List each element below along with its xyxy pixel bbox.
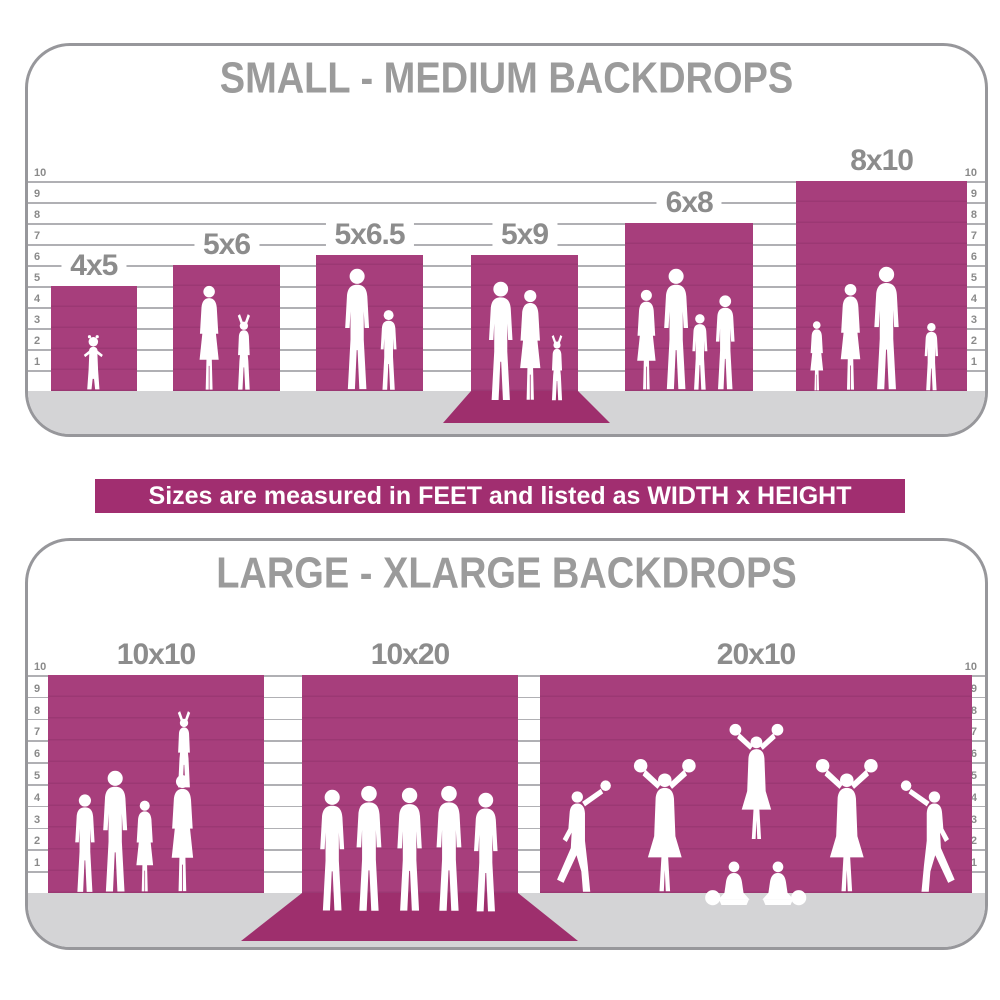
ruler-tick-right-1ft: 1 — [970, 356, 977, 368]
ruler-tick-left-2ft: 2 — [34, 335, 41, 347]
ruler-tick-right-4ft: 4 — [970, 293, 977, 305]
size-label-10x20: 10x20 — [361, 639, 459, 671]
silhouette-cheerleader-lunge — [553, 780, 614, 893]
silhouette-cheerleader-lunge — [898, 780, 959, 893]
ruler-tick-left-5ft: 5 — [34, 272, 41, 284]
ruler-tick-left-8ft: 8 — [34, 704, 41, 717]
ruler-tick-left-6ft: 6 — [34, 748, 41, 761]
chart-small-medium: 1 1 2 2 3 3 4 4 5 5 6 6 7 7 8 8 9 9 10 10 4x5 5x6 5x6.5 5x9 6x8 8… — [28, 46, 985, 434]
ruler-tick-right-6ft: 6 — [970, 251, 977, 263]
silhouette-boy — [919, 322, 944, 391]
size-label-6x8: 6x8 — [656, 187, 722, 219]
ruler-tick-left-5ft: 5 — [34, 770, 41, 782]
backdrop-bar-5x6.5 — [316, 254, 423, 391]
backdrop-bar-5x6 — [173, 265, 280, 391]
silhouette-man — [864, 265, 909, 391]
gridline-9ft — [28, 202, 985, 204]
size-label-8x10: 8x10 — [841, 145, 922, 177]
ruler-tick-left-10ft: 10 — [34, 167, 47, 179]
silhouette-cheerleader-arms-v — [813, 758, 881, 893]
size-label-10x10: 10x10 — [107, 639, 205, 671]
silhouette-man — [346, 784, 392, 913]
ruler-tick-left-1ft: 1 — [34, 356, 41, 368]
units-note-text: Sizes are measured in FEET and listed as… — [148, 481, 852, 510]
ruler-tick-left-3ft: 3 — [34, 813, 41, 826]
panel-small-medium: 1 1 2 2 3 3 4 4 5 5 6 6 7 7 8 8 9 9 10 10 4x5 5x6 5x6.5 5x9 6x8 8… — [25, 43, 988, 437]
silhouette-pom-pom — [790, 889, 807, 906]
silhouette-cheerleader-arms-v — [631, 758, 699, 893]
size-label-20x10: 20x10 — [707, 639, 805, 671]
silhouette-cheerleader-arms-v — [727, 723, 786, 841]
silhouette-woman — [161, 773, 204, 893]
silhouette-boy — [708, 294, 743, 391]
ruler-tick-right-3ft: 3 — [970, 813, 977, 826]
silhouette-toddler-girl — [82, 334, 105, 391]
ruler-tick-left-1ft: 1 — [34, 857, 41, 870]
ruler-tick-left-4ft: 4 — [34, 791, 41, 804]
ruler-tick-left-8ft: 8 — [34, 209, 41, 221]
ruler-tick-left-3ft: 3 — [34, 314, 41, 326]
silhouette-girl — [128, 799, 161, 893]
chart-large-xlarge: 1 1 2 2 3 3 4 4 5 5 6 6 7 7 8 8 9 9 10 10 10x10 10x20 20x10 — [28, 541, 985, 947]
ruler-tick-right-7ft: 7 — [970, 726, 977, 739]
ruler-tick-left-9ft: 9 — [34, 682, 41, 695]
size-label-4x5: 4x5 — [61, 250, 127, 282]
ruler-tick-right-8ft: 8 — [970, 704, 977, 717]
silhouette-pom-pom — [704, 889, 721, 906]
ruler-tick-right-10ft: 10 — [964, 661, 977, 673]
ruler-tick-right-5ft: 5 — [970, 272, 977, 284]
silhouette-boy — [374, 309, 403, 391]
ruler-tick-left-7ft: 7 — [34, 230, 41, 242]
panel-large-xlarge: 1 1 2 2 3 3 4 4 5 5 6 6 7 7 8 8 9 9 10 10 10x10 10x20 20x10 LA… — [25, 538, 988, 950]
panel-title-large-xlarge: LARGE - XLARGE BACKDROPS — [216, 549, 797, 598]
size-label-5x9: 5x9 — [491, 218, 558, 251]
ruler-tick-left-4ft: 4 — [34, 293, 41, 305]
ruler-tick-left-7ft: 7 — [34, 726, 41, 739]
panel-title-small-medium: SMALL - MEDIUM BACKDROPS — [219, 54, 794, 103]
ruler-tick-right-5ft: 5 — [970, 770, 977, 782]
silhouette-child-arms-raised — [230, 313, 258, 391]
ruler-tick-left-9ft: 9 — [34, 188, 41, 200]
silhouette-child-on-shoulders — [170, 710, 198, 788]
ruler-tick-right-3ft: 3 — [970, 314, 977, 326]
ruler-tick-left-6ft: 6 — [34, 251, 41, 263]
ruler-tick-right-7ft: 7 — [970, 230, 977, 242]
ruler-tick-left-2ft: 2 — [34, 835, 41, 848]
silhouette-child-arms-raised — [545, 334, 569, 401]
ruler-tick-right-9ft: 9 — [970, 682, 977, 695]
size-label-5x6: 5x6 — [193, 229, 260, 261]
ruler-tick-right-4ft: 4 — [970, 791, 977, 804]
backdrop-sweep-10x20 — [241, 893, 578, 941]
ruler-tick-right-10ft: 10 — [964, 167, 977, 179]
ruler-tick-right-9ft: 9 — [970, 188, 977, 200]
silhouette-man — [335, 267, 379, 391]
silhouette-man — [464, 791, 508, 913]
ruler-tick-right-1ft: 1 — [970, 857, 977, 870]
ruler-tick-right-2ft: 2 — [970, 835, 977, 848]
ruler-tick-left-10ft: 10 — [34, 661, 47, 673]
units-note-banner: Sizes are measured in FEET and listed as… — [95, 479, 905, 513]
gridline-10ft — [28, 181, 985, 183]
ruler-tick-right-6ft: 6 — [970, 748, 977, 761]
ruler-tick-right-2ft: 2 — [970, 335, 977, 347]
silhouette-woman — [190, 284, 228, 391]
size-label-5x6.5: 5x6.5 — [325, 218, 414, 251]
ruler-tick-right-8ft: 8 — [970, 209, 977, 221]
silhouette-girl — [804, 320, 830, 391]
